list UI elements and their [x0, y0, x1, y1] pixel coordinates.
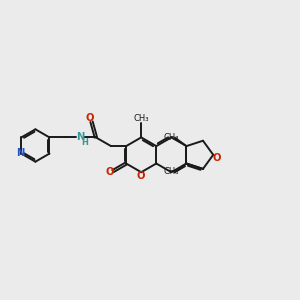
Text: O: O	[86, 113, 94, 123]
Text: O: O	[137, 171, 146, 182]
Text: N: N	[76, 132, 84, 142]
Text: CH₃: CH₃	[134, 114, 149, 123]
Text: O: O	[213, 153, 221, 163]
Text: O: O	[105, 167, 114, 177]
Text: N: N	[16, 148, 24, 158]
Text: CH₃: CH₃	[164, 133, 179, 142]
Text: CH₃: CH₃	[164, 167, 179, 176]
Text: H: H	[81, 138, 88, 147]
